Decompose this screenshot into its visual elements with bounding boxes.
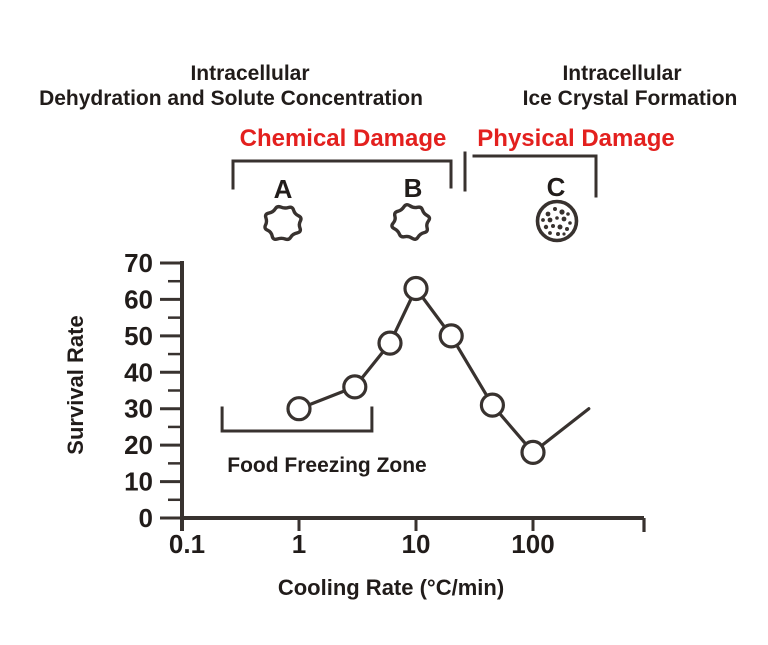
data-point-x1 bbox=[286, 396, 312, 422]
survival-rate-chart: 0 10 20 30 40 50 60 70 0.1 1 10 100 bbox=[124, 248, 646, 559]
x-axis-title: Cooling Rate (°C/min) bbox=[278, 575, 504, 600]
speckle-0 bbox=[545, 211, 551, 217]
data-point-x45 bbox=[479, 392, 505, 418]
shrunken-cell-a-icon bbox=[263, 204, 303, 242]
shrunken-cell-b-icon bbox=[390, 203, 432, 241]
food-freezing-zone-label: Food Freezing Zone bbox=[227, 454, 427, 477]
speckle-14 bbox=[556, 232, 560, 236]
x-tick-label-100: 100 bbox=[511, 529, 554, 559]
series-line-survival-rate bbox=[297, 286, 591, 454]
data-point-x3 bbox=[342, 374, 368, 400]
speckle-2 bbox=[559, 209, 565, 215]
left-process-title-line1: Intracellular bbox=[190, 62, 309, 85]
speckle-13 bbox=[548, 231, 552, 235]
food-freezing-zone-annotation: Food Freezing Zone bbox=[220, 406, 427, 477]
speckle-15 bbox=[562, 232, 566, 236]
data-point-x6 bbox=[377, 330, 403, 356]
y-tick-label-10: 10 bbox=[124, 467, 153, 497]
axis-titles: Cooling Rate (°C/min) Survival Rate bbox=[63, 315, 504, 600]
speckle-3 bbox=[566, 212, 570, 216]
speckle-6 bbox=[555, 216, 559, 220]
y-tick-label-60: 60 bbox=[124, 284, 153, 314]
y-tick-label-30: 30 bbox=[124, 394, 153, 424]
right-process-title-line2: Ice Crystal Formation bbox=[523, 87, 738, 110]
ice-crystal-cell-c-icon bbox=[535, 199, 579, 243]
speckle-11 bbox=[557, 224, 563, 230]
speckle-9 bbox=[543, 224, 549, 230]
physical-damage-bracket bbox=[472, 154, 598, 198]
chemical-damage-bracket bbox=[231, 159, 453, 190]
cell-diagrams: A B C bbox=[263, 172, 579, 243]
physical-damage-label: Physical Damage bbox=[477, 125, 674, 152]
cell-a-label: A bbox=[274, 174, 293, 204]
speckle-1 bbox=[553, 207, 557, 211]
x-tick-label-0.1: 0.1 bbox=[169, 529, 205, 559]
right-process-title-line1: Intracellular bbox=[562, 62, 681, 85]
damage-brackets bbox=[231, 151, 598, 198]
left-process-title-line2: Dehydration and Solute Concentration bbox=[39, 87, 423, 110]
data-point-x20 bbox=[438, 323, 464, 349]
data-point-x10 bbox=[403, 275, 429, 302]
x-tick-label-1: 1 bbox=[292, 529, 306, 559]
cell-b-label: B bbox=[404, 173, 423, 203]
speckle-12 bbox=[565, 227, 569, 231]
data-point-x100 bbox=[520, 439, 546, 465]
y-tick-label-70: 70 bbox=[124, 248, 153, 278]
y-axis-title: Survival Rate bbox=[63, 315, 88, 454]
y-tick-label-50: 50 bbox=[124, 321, 153, 351]
y-tick-label-40: 40 bbox=[124, 357, 153, 387]
speckle-4 bbox=[541, 218, 545, 222]
y-tick-label-0: 0 bbox=[139, 503, 153, 533]
speckle-7 bbox=[561, 216, 567, 222]
x-tick-label-10: 10 bbox=[402, 529, 431, 559]
speckle-10 bbox=[551, 224, 555, 228]
cell-c-label: C bbox=[547, 172, 566, 202]
speckle-8 bbox=[568, 221, 572, 225]
speckle-5 bbox=[547, 217, 553, 223]
food-freezing-zone-bracket bbox=[220, 406, 374, 433]
y-tick-label-20: 20 bbox=[124, 430, 153, 460]
chemical-damage-label: Chemical Damage bbox=[240, 125, 447, 152]
header-annotations: Intracellular Dehydration and Solute Con… bbox=[39, 62, 737, 152]
ice-crystal-speckles bbox=[541, 207, 572, 236]
